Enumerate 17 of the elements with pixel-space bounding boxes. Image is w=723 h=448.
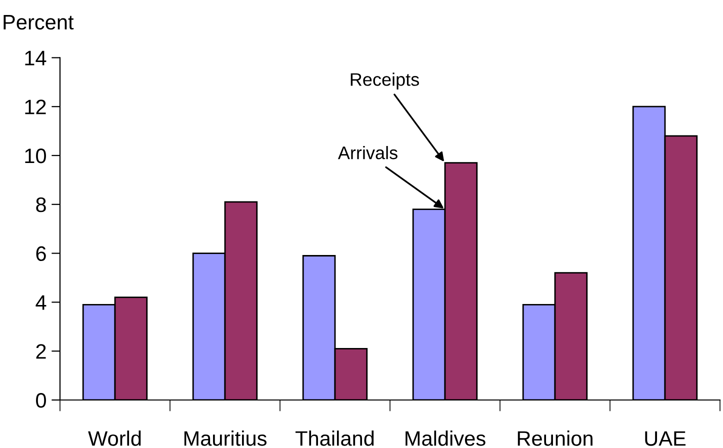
- y-tick-label: 0: [36, 393, 46, 408]
- x-tick-label: Reunion: [518, 430, 592, 446]
- y-tick-label: 14: [25, 50, 46, 66]
- y-axis-title: Percent: [4, 15, 74, 30]
- x-tick-label: UAE: [645, 431, 686, 446]
- y-tick-label: 12: [25, 100, 46, 114]
- x-tick-label: Maldives: [406, 430, 486, 446]
- annotation: Receipts: [350, 72, 419, 90]
- y-tick-label: 2: [36, 344, 46, 359]
- x-tick-label: World: [88, 430, 141, 446]
- y-tick-label: 10: [25, 148, 46, 164]
- y-tick-label: 4: [36, 295, 46, 310]
- x-tick-label: Thailand: [296, 430, 374, 446]
- y-tick-label: 8: [36, 197, 46, 212]
- annotation: Arrivals: [338, 146, 398, 160]
- y-tick-label: 6: [36, 246, 46, 262]
- x-tick-label: Mauritius: [184, 430, 267, 446]
